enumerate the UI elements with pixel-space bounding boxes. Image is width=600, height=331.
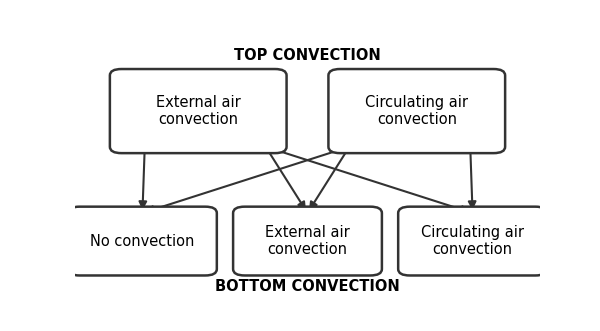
Text: BOTTOM CONVECTION: BOTTOM CONVECTION [215,279,400,295]
Text: External air
convection: External air convection [265,225,350,257]
FancyBboxPatch shape [328,69,505,153]
Text: Circulating air
convection: Circulating air convection [365,95,468,127]
Text: No convection: No convection [90,234,194,249]
FancyBboxPatch shape [110,69,287,153]
Text: External air
convection: External air convection [156,95,241,127]
FancyBboxPatch shape [233,207,382,275]
Text: TOP CONVECTION: TOP CONVECTION [234,48,381,63]
FancyBboxPatch shape [398,207,547,275]
Text: Circulating air
convection: Circulating air convection [421,225,524,257]
FancyBboxPatch shape [68,207,217,275]
